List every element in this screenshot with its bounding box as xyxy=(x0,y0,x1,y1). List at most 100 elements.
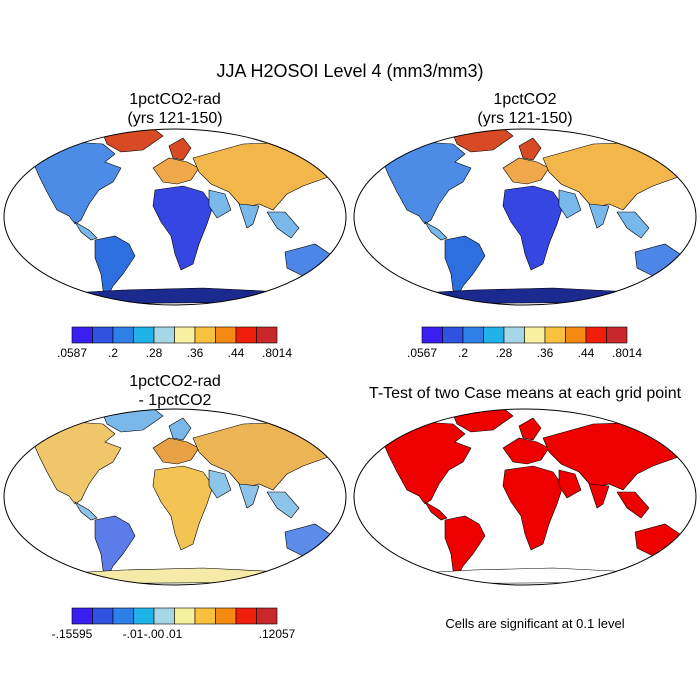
panel-title-bottom-left: 1pctCO2-rad - 1pctCO2 xyxy=(75,372,275,410)
colorbar-tick-label: .36 xyxy=(536,346,554,360)
colorbar-swatch xyxy=(235,607,257,625)
colorbar-swatch xyxy=(92,607,114,625)
colorbar-swatch xyxy=(153,607,175,625)
se-asia xyxy=(616,491,650,519)
colorbar-swatch xyxy=(421,326,443,344)
colorbar-swatch xyxy=(503,326,525,344)
colorbar-swatch xyxy=(71,326,93,344)
europe xyxy=(502,437,550,465)
panel-title-line1: T-Test of two Case means at each grid po… xyxy=(368,385,682,402)
panel-title-line1: 1pctCO2-rad xyxy=(129,373,221,390)
se-asia xyxy=(616,211,650,239)
map-frame xyxy=(353,408,697,586)
north-america xyxy=(380,421,472,505)
colorbar-swatch xyxy=(565,326,587,344)
south-america xyxy=(444,515,486,579)
map-bottom-left xyxy=(3,408,347,586)
colorbar-swatch xyxy=(215,326,237,344)
panel-title-top-left: 1pctCO2-rad (yrs 121-150) xyxy=(75,90,275,128)
colorbar-swatch xyxy=(92,326,114,344)
india xyxy=(238,483,260,509)
africa xyxy=(152,465,214,551)
map-frame xyxy=(3,128,347,306)
se-asia xyxy=(266,211,300,239)
colorbar-swatch xyxy=(256,326,278,344)
colorbar-labels: -.15595 -.01 -.00.01 .12057 xyxy=(52,627,296,643)
se-asia xyxy=(266,491,300,519)
colorbar-tick-label: .44 xyxy=(577,346,595,360)
india xyxy=(238,203,260,229)
map-top-right xyxy=(353,128,697,306)
scandinavia xyxy=(518,137,542,161)
colorbar-tick-label: .44 xyxy=(227,346,245,360)
arabia xyxy=(208,189,232,219)
arabia xyxy=(558,469,582,499)
main-title: JJA H2OSOI Level 4 (mm3/mm3) xyxy=(216,61,484,81)
colorbar-tick-label: -.01 xyxy=(122,627,144,641)
india xyxy=(588,203,610,229)
colorbar-tick-label: .8014 xyxy=(611,346,643,360)
colorbar-tick-label: .2 xyxy=(457,346,469,360)
colorbar-swatch xyxy=(442,326,464,344)
colorbar-tick-label: .0587 xyxy=(56,346,88,360)
colorbar-swatch xyxy=(462,326,484,344)
central-america xyxy=(424,501,448,521)
europe xyxy=(152,437,200,465)
map-bottom-right xyxy=(353,408,697,586)
colorbar-swatch xyxy=(174,607,196,625)
map-frame xyxy=(3,408,347,586)
arabia xyxy=(208,469,232,499)
colorbar-swatch xyxy=(133,607,155,625)
north-america xyxy=(380,141,472,225)
colorbar-swatch xyxy=(483,326,505,344)
europe xyxy=(152,157,200,185)
panel-title-top-right: 1pctCO2 (yrs 121-150) xyxy=(425,90,625,128)
colorbar-swatches xyxy=(71,607,278,625)
colorbar-tick-label: -.15595 xyxy=(51,627,93,641)
colorbar-swatch xyxy=(71,607,93,625)
colorbar-swatch xyxy=(153,326,175,344)
panel-title-line2: (yrs 121-150) xyxy=(477,110,573,127)
significance-note: Cells are significant at 0.1 level xyxy=(445,616,625,631)
colorbar-tick-label: .0567 xyxy=(406,346,438,360)
africa xyxy=(502,465,564,551)
europe xyxy=(502,157,550,185)
colorbar-swatch xyxy=(194,607,216,625)
colorbar-swatch xyxy=(585,326,607,344)
colorbar-swatch xyxy=(133,326,155,344)
central-america xyxy=(74,501,98,521)
india xyxy=(588,483,610,509)
colorbar-labels: .0587 .2 .28 .36 .44 .8014 xyxy=(57,346,292,362)
colorbar-swatch xyxy=(606,326,628,344)
colorbar-tick-label: .28 xyxy=(145,346,163,360)
colorbar-tick-label: .2 xyxy=(107,346,119,360)
scandinavia xyxy=(518,417,542,441)
colorbar-tick-label: .01 xyxy=(165,627,183,641)
panel-title-bottom-right: T-Test of two Case means at each grid po… xyxy=(350,384,700,403)
colorbar-top-right: .0567 .2 .28 .36 .44 .8014 xyxy=(407,326,642,365)
colorbar-tick-label: .8014 xyxy=(261,346,293,360)
colorbar-top-left: .0587 .2 .28 .36 .44 .8014 xyxy=(57,326,292,365)
colorbar-tick-label: .12057 xyxy=(258,627,296,641)
panel-title-line1: 1pctCO2-rad xyxy=(129,91,221,108)
colorbar-swatch xyxy=(112,607,134,625)
scandinavia xyxy=(168,417,192,441)
central-america xyxy=(74,221,98,241)
colorbar-swatch xyxy=(235,326,257,344)
panel-title-line1: 1pctCO2 xyxy=(493,91,557,108)
colorbar-swatches xyxy=(71,326,278,344)
map-top-left xyxy=(3,128,347,306)
colorbar-swatch xyxy=(112,326,134,344)
colorbar-tick-label: .28 xyxy=(495,346,513,360)
colorbar-swatch xyxy=(194,326,216,344)
colorbar-swatches xyxy=(421,326,628,344)
south-america xyxy=(94,515,136,579)
colorbar-labels: .0567 .2 .28 .36 .44 .8014 xyxy=(407,346,642,362)
colorbar-swatch xyxy=(256,607,278,625)
scandinavia xyxy=(168,137,192,161)
colorbar-swatch xyxy=(524,326,546,344)
central-america xyxy=(424,221,448,241)
colorbar-tick-label: .36 xyxy=(186,346,204,360)
panel-title-line2: - 1pctCO2 xyxy=(138,392,212,409)
africa xyxy=(152,185,214,271)
